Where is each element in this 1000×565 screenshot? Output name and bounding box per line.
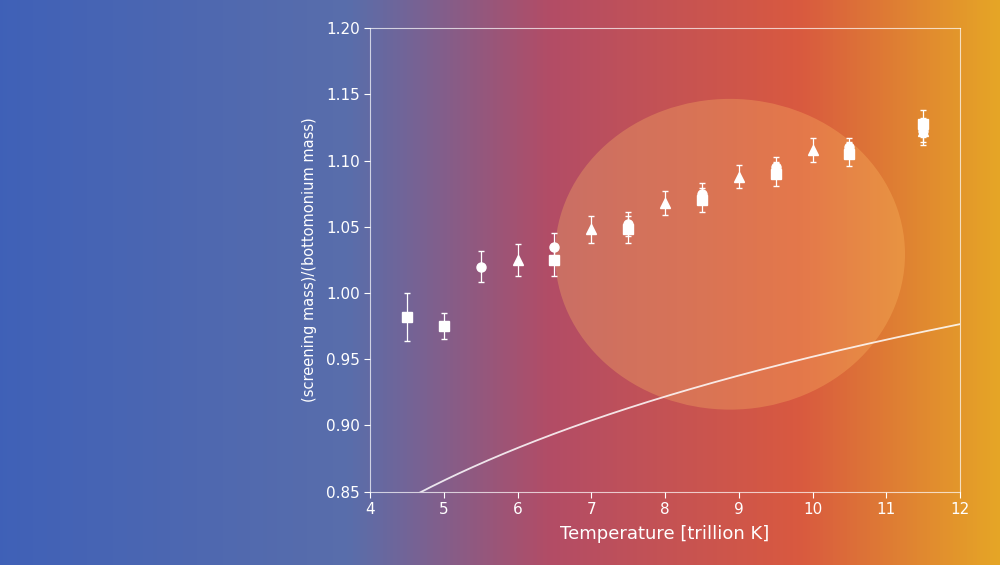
- Y-axis label: (screening mass)/(bottomonium mass): (screening mass)/(bottomonium mass): [302, 118, 317, 402]
- X-axis label: Temperature [trillion K]: Temperature [trillion K]: [560, 525, 770, 544]
- Ellipse shape: [555, 99, 905, 410]
